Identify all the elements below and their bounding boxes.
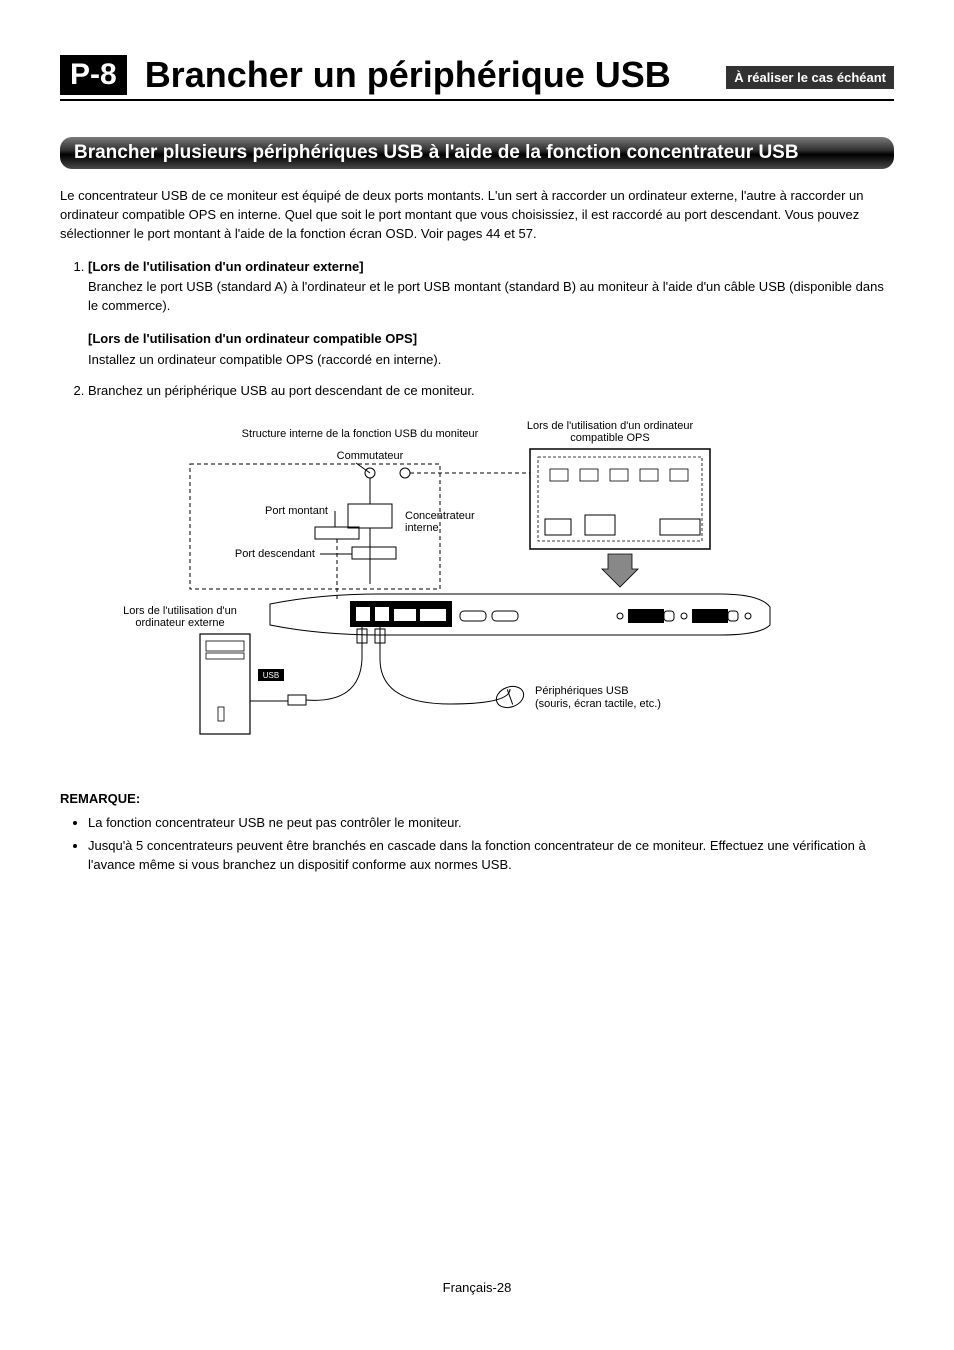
remark-item-1: La fonction concentrateur USB ne peut pa…: [88, 814, 894, 833]
label-port-descendant: Port descendant: [235, 548, 315, 560]
label-external2: ordinateur externe: [135, 617, 224, 629]
port-descendant-rect: [352, 547, 396, 559]
port-shape1: [460, 611, 486, 621]
ops-port1: [545, 519, 571, 535]
page-badge: P-8: [60, 55, 127, 95]
ops-chip4: [640, 469, 658, 481]
port-block2: [692, 609, 728, 623]
label-periph2: (souris, écran tactile, etc.): [535, 698, 661, 710]
label-interne: interne: [405, 522, 439, 534]
ops-chip3: [610, 469, 628, 481]
label-concentrateur: Concentrateur: [405, 510, 475, 522]
ops-arrow-icon: [602, 554, 638, 587]
usb-diagram-svg: Structure interne de la fonction USB du …: [60, 419, 780, 759]
label-external1: Lors de l'utilisation d'un: [123, 605, 237, 617]
mouse-line: [507, 689, 512, 704]
step-1-sub-heading: [Lors de l'utilisation d'un ordinateur c…: [88, 330, 894, 349]
label-structure: Structure interne de la fonction USB du …: [242, 428, 479, 440]
port-dot3: [745, 613, 751, 619]
usb-cable-down: [380, 627, 510, 704]
usb-cable-up: [306, 627, 362, 700]
remark-item-2: Jusqu'à 5 concentrateurs peuvent être br…: [88, 837, 894, 875]
diagram: Structure interne de la fonction USB du …: [60, 419, 894, 764]
step-1-heading: [Lors de l'utilisation d'un ordinateur e…: [88, 258, 894, 277]
remark-list: La fonction concentrateur USB ne peut pa…: [60, 814, 894, 875]
step-1: [Lors de l'utilisation d'un ordinateur e…: [88, 258, 894, 370]
remark-title: REMARQUE:: [60, 790, 894, 809]
ops-board: [530, 449, 710, 549]
port-small1: [664, 611, 674, 621]
ops-port2: [585, 515, 615, 535]
intro-paragraph: Le concentrateur USB de ce moniteur est …: [60, 187, 894, 244]
port-cut2: [375, 607, 389, 621]
switch-right: [400, 468, 410, 478]
port-dot2: [681, 613, 687, 619]
label-ops-top1: Lors de l'utilisation d'un ordinateur: [527, 420, 694, 432]
usb-plug-a: [288, 695, 306, 705]
page-title: Brancher un périphérique USB: [145, 55, 709, 95]
concentrateur-rect: [348, 504, 392, 528]
ops-board-inner: [538, 457, 702, 541]
ops-chip1: [550, 469, 568, 481]
port-montant-rect: [315, 527, 359, 539]
remark-block: REMARQUE: La fonction concentrateur USB …: [60, 790, 894, 875]
port-cut3: [394, 609, 416, 621]
label-commutateur: Commutateur: [337, 450, 404, 462]
step-1-desc: Branchez le port USB (standard A) à l'or…: [88, 278, 894, 316]
step-2-desc: Branchez un périphérique USB au port des…: [88, 383, 475, 398]
section-bar: Brancher plusieurs périphériques USB à l…: [60, 137, 894, 169]
label-port-montant: Port montant: [265, 505, 328, 517]
port-cut1: [356, 607, 370, 621]
page: P-8 Brancher un périphérique USB À réali…: [0, 0, 954, 1350]
port-block1: [628, 609, 664, 623]
computer-tower: [200, 634, 250, 734]
page-footer: Français-28: [0, 1280, 954, 1295]
ops-port3: [660, 519, 700, 535]
step-1-sub-desc: Installez un ordinateur compatible OPS (…: [88, 351, 894, 370]
ops-chip5: [670, 469, 688, 481]
steps-list: [Lors de l'utilisation d'un ordinateur e…: [60, 258, 894, 401]
header-row: P-8 Brancher un périphérique USB À réali…: [60, 55, 894, 101]
port-dot1: [617, 613, 623, 619]
usb-badge-text: USB: [263, 671, 279, 680]
step-2: Branchez un périphérique USB au port des…: [88, 382, 894, 401]
ops-chip2: [580, 469, 598, 481]
port-cut4: [420, 609, 446, 621]
label-periph1: Périphériques USB: [535, 685, 629, 697]
port-shape2: [492, 611, 518, 621]
label-ops-top2: compatible OPS: [570, 432, 649, 444]
subtitle-box: À réaliser le cas échéant: [726, 66, 894, 89]
port-small2: [728, 611, 738, 621]
